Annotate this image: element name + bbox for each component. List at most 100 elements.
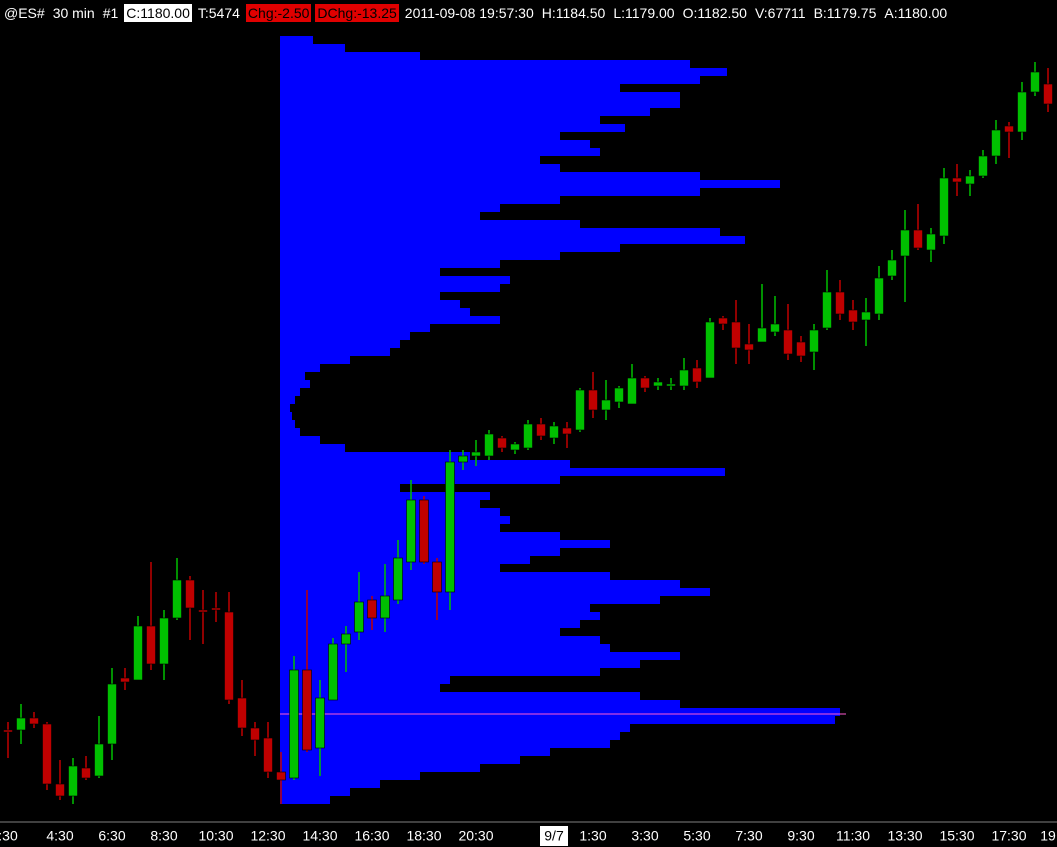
profile-bar (280, 156, 540, 164)
candle-body (185, 579, 195, 609)
candle-body (302, 669, 312, 751)
ticks-field: T:5474 (197, 5, 240, 21)
candle-body (692, 367, 702, 383)
profile-bar (280, 524, 500, 532)
candle-body (549, 425, 559, 439)
candle-body (497, 437, 507, 449)
profile-bar (280, 604, 590, 612)
profile-bar (280, 204, 500, 212)
candle-body (107, 683, 117, 745)
x-tick-label: 8:30 (150, 828, 177, 844)
profile-bar (280, 212, 480, 220)
profile-bar (280, 132, 560, 140)
profile-bar (280, 444, 345, 452)
candle-body (510, 443, 520, 451)
candle-body (523, 423, 533, 449)
profile-bar (280, 788, 350, 796)
daily-change-field: DChg:-13.25 (315, 4, 399, 22)
candle-body (926, 233, 936, 251)
x-tick-label: 9:30 (787, 828, 814, 844)
x-tick-label: 17:30 (991, 828, 1026, 844)
profile-bar (280, 116, 600, 124)
candle-body (198, 609, 208, 613)
x-tick-label: 11:30 (836, 828, 870, 844)
profile-bar (280, 236, 745, 244)
profile-bar (280, 516, 510, 524)
candle-body (68, 765, 78, 797)
candle-body (276, 771, 286, 781)
profile-bar (280, 484, 400, 492)
candle-body (315, 697, 325, 749)
profile-bar (280, 572, 610, 580)
candle-body (211, 607, 221, 611)
profile-bar (280, 404, 290, 412)
candle-body (731, 321, 741, 349)
x-tick-label: 10:30 (198, 828, 233, 844)
candle-body (822, 291, 832, 329)
profile-bar (280, 772, 420, 780)
profile-bar (280, 540, 610, 548)
profile-bar (280, 660, 640, 668)
profile-bar (280, 612, 600, 620)
profile-bar (280, 252, 560, 260)
profile-bar (280, 724, 630, 732)
candle-body (471, 451, 481, 457)
profile-bar (280, 556, 530, 564)
x-tick-label: 1:30 (579, 828, 606, 844)
candle-body (874, 277, 884, 315)
x-tick-label: 15:30 (939, 828, 974, 844)
x-tick-label: 9/7 (544, 828, 564, 844)
profile-bar (280, 92, 680, 100)
x-tick-label: 7:30 (735, 828, 762, 844)
profile-bar (280, 668, 600, 676)
candle-body (445, 461, 455, 593)
candle-body (42, 723, 52, 785)
chart-number: #1 (102, 5, 119, 21)
profile-bar (280, 500, 480, 508)
candle-body (1043, 83, 1053, 105)
interval: 30 min (52, 5, 95, 21)
profile-bar (280, 188, 700, 196)
candle-body (406, 499, 416, 563)
candle-body (237, 697, 247, 729)
profile-bar (280, 316, 500, 324)
candle-body (484, 433, 494, 457)
high-field: H:1184.50 (541, 5, 606, 21)
profile-bar (280, 764, 480, 772)
candle-body (81, 767, 91, 779)
candle-body (159, 617, 169, 665)
candle-body (796, 341, 806, 357)
profile-bar (280, 628, 560, 636)
profile-bar (280, 684, 440, 692)
profile-bar (280, 268, 440, 276)
candle-body (354, 601, 364, 633)
candle-body (3, 729, 13, 733)
profile-bar (280, 692, 640, 700)
profile-bar (280, 356, 350, 364)
profile-bar (280, 796, 330, 804)
profile-bar (280, 644, 610, 652)
candle-body (1030, 71, 1040, 93)
x-tick-label: 5:30 (683, 828, 710, 844)
profile-bar (280, 244, 620, 252)
profile-bar (280, 148, 600, 156)
candle-body (887, 259, 897, 277)
candle-body (1017, 91, 1027, 133)
profile-bar (280, 748, 550, 756)
x-tick-label: 4:30 (46, 828, 73, 844)
profile-bar (280, 580, 680, 588)
candle-body (965, 175, 975, 185)
profile-bar (280, 124, 625, 132)
profile-bar (280, 780, 380, 788)
profile-bar (280, 284, 500, 292)
profile-bar (280, 44, 345, 52)
profile-bar (280, 636, 600, 644)
profile-bar (280, 596, 660, 604)
profile-bar (280, 108, 650, 116)
candle-body (861, 311, 871, 321)
profile-bar (280, 324, 430, 332)
candle-body (224, 611, 234, 701)
profile-bar (280, 164, 560, 172)
profile-bar (280, 84, 620, 92)
